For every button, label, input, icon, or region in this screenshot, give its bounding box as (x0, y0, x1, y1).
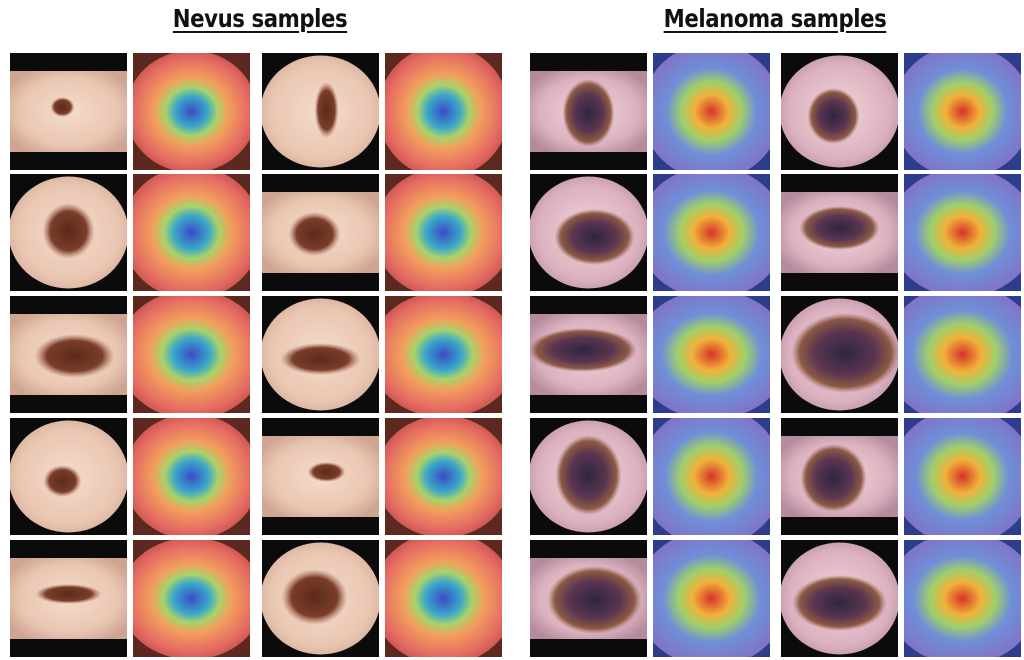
heatmap-tile (653, 418, 770, 535)
photo-tile (10, 53, 127, 170)
heatmap (385, 540, 502, 657)
heatmap-tile (904, 174, 1021, 291)
heatmap-tile (133, 174, 250, 291)
photo-tile (530, 418, 647, 535)
photo-tile (10, 418, 127, 535)
heatmap (904, 540, 1021, 657)
heatmap-tile (904, 540, 1021, 657)
lesion (281, 569, 348, 625)
heatmap (904, 174, 1021, 291)
photo-tile (781, 296, 898, 413)
photo-tile (781, 418, 898, 535)
heatmap-tile (385, 296, 502, 413)
heatmap-tile (385, 418, 502, 535)
heatmap (904, 418, 1021, 535)
heatmap-tile (133, 540, 250, 657)
photo-tile (262, 418, 379, 535)
photo-tile (10, 540, 127, 657)
photo-tile (530, 174, 647, 291)
lesion (530, 328, 637, 372)
lesion (34, 334, 115, 378)
melanoma-title: Melanoma samples (663, 4, 887, 33)
heatmap-tile (904, 296, 1021, 413)
photo-tile (262, 53, 379, 170)
lesion (807, 88, 860, 144)
heatmap (653, 540, 770, 657)
heatmap-tile (385, 540, 502, 657)
lesion (307, 462, 346, 482)
heatmap (904, 53, 1021, 170)
lesion (800, 444, 867, 512)
lesion (35, 584, 102, 604)
photo-tile (781, 174, 898, 291)
photo-tile (530, 53, 647, 170)
lesion (50, 97, 75, 117)
heatmap-tile (133, 296, 250, 413)
nevus-title: Nevus samples (172, 4, 348, 33)
lesion (791, 313, 898, 393)
lesion (547, 566, 642, 634)
heatmap (653, 53, 770, 170)
heatmap (653, 174, 770, 291)
heatmap (653, 418, 770, 535)
heatmap (385, 418, 502, 535)
heatmap (904, 296, 1021, 413)
lesion (792, 575, 887, 631)
heatmap (653, 296, 770, 413)
heatmap (385, 174, 502, 291)
heatmap-tile (653, 53, 770, 170)
photo-tile (781, 540, 898, 657)
photo-tile (781, 53, 898, 170)
heatmap (133, 540, 250, 657)
photo-tile (530, 540, 647, 657)
heatmap-tile (653, 174, 770, 291)
heatmap-tile (133, 53, 250, 170)
heatmap-tile (653, 296, 770, 413)
lesion (799, 206, 880, 250)
heatmap (133, 418, 250, 535)
heatmap-tile (904, 418, 1021, 535)
heatmap-tile (653, 540, 770, 657)
heatmap-tile (904, 53, 1021, 170)
photo-tile (262, 174, 379, 291)
heatmap-tile (385, 174, 502, 291)
photo-tile (10, 296, 127, 413)
heatmap-tile (385, 53, 502, 170)
heatmap (133, 296, 250, 413)
lesion (554, 209, 635, 265)
lesion (562, 79, 615, 147)
lesion (280, 343, 361, 375)
lesion (314, 82, 339, 138)
lesion (555, 435, 622, 515)
heatmap (385, 296, 502, 413)
photo-tile (530, 296, 647, 413)
photo-tile (10, 174, 127, 291)
heatmap (133, 53, 250, 170)
lesion (42, 203, 95, 259)
lesion (288, 212, 341, 256)
lesion (43, 465, 82, 497)
heatmap (133, 174, 250, 291)
heatmap-tile (133, 418, 250, 535)
photo-tile (262, 296, 379, 413)
heatmap (385, 53, 502, 170)
photo-tile (262, 540, 379, 657)
